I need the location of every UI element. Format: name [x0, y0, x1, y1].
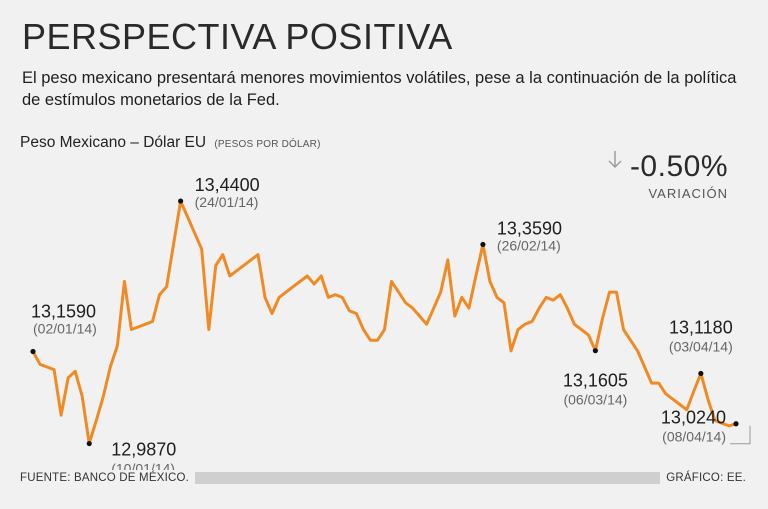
data-label-date: (26/02/14): [497, 237, 561, 253]
variation-label: VARIACIÓN: [648, 186, 728, 201]
data-point-marker: [30, 348, 36, 355]
data-point-marker: [592, 348, 599, 354]
series-line-peso-dolar: [31, 199, 737, 445]
footer-source: FUENTE: BANCO DE MÉXICO.: [20, 472, 190, 484]
data-label-date: (03/04/14): [669, 338, 733, 354]
footer-credit: GRÁFICO: EE.: [666, 472, 746, 484]
chart-title: PERSPECTIVA POSITIVA: [22, 16, 453, 57]
series-name: Peso Mexicano – Dólar EU: [20, 134, 207, 151]
data-label-date: (24/01/14): [195, 194, 259, 210]
data-point-marker: [178, 198, 184, 204]
data-label-value: 13,0240: [661, 408, 726, 428]
data-label-value: 13,3590: [497, 218, 562, 238]
data-label-value: 13,1605: [563, 371, 628, 391]
footer-divider: [195, 472, 661, 484]
label-bracket: [730, 425, 751, 445]
data-label-date: (10/01/14): [111, 461, 175, 470]
data-point-marker: [480, 241, 486, 248]
data-point-marker: [698, 370, 704, 377]
line-chart: 13,1590(02/01/14) 12,9870(10/01/14) 13,440…: [30, 175, 751, 470]
arrow-down-icon: [608, 151, 622, 168]
variation-value: -0.50%: [629, 150, 728, 183]
data-label-value: 12,9870: [111, 440, 176, 460]
data-label-date: (08/04/14): [662, 429, 726, 445]
data-label-value: 13,1590: [31, 301, 96, 321]
data-label-value: 13,4400: [195, 175, 260, 195]
chart-subtitle: El peso mexicano presentará menores movi…: [22, 69, 737, 109]
data-label-value: 13,1180: [669, 317, 733, 337]
footer: FUENTE: BANCO DE MÉXICO. GRÁFICO: EE.: [20, 470, 746, 486]
variation-box: -0.50% VARIACIÓN: [606, 150, 728, 201]
series-label: Peso Mexicano – Dólar EU (PESOS POR DÓLA…: [20, 134, 321, 152]
series-unit: (PESOS POR DÓLAR): [214, 139, 321, 150]
data-point-marker: [733, 421, 739, 427]
data-point-marker: [86, 440, 92, 447]
data-label-date: (02/01/14): [33, 320, 97, 336]
data-label-date: (06/03/14): [563, 392, 627, 408]
